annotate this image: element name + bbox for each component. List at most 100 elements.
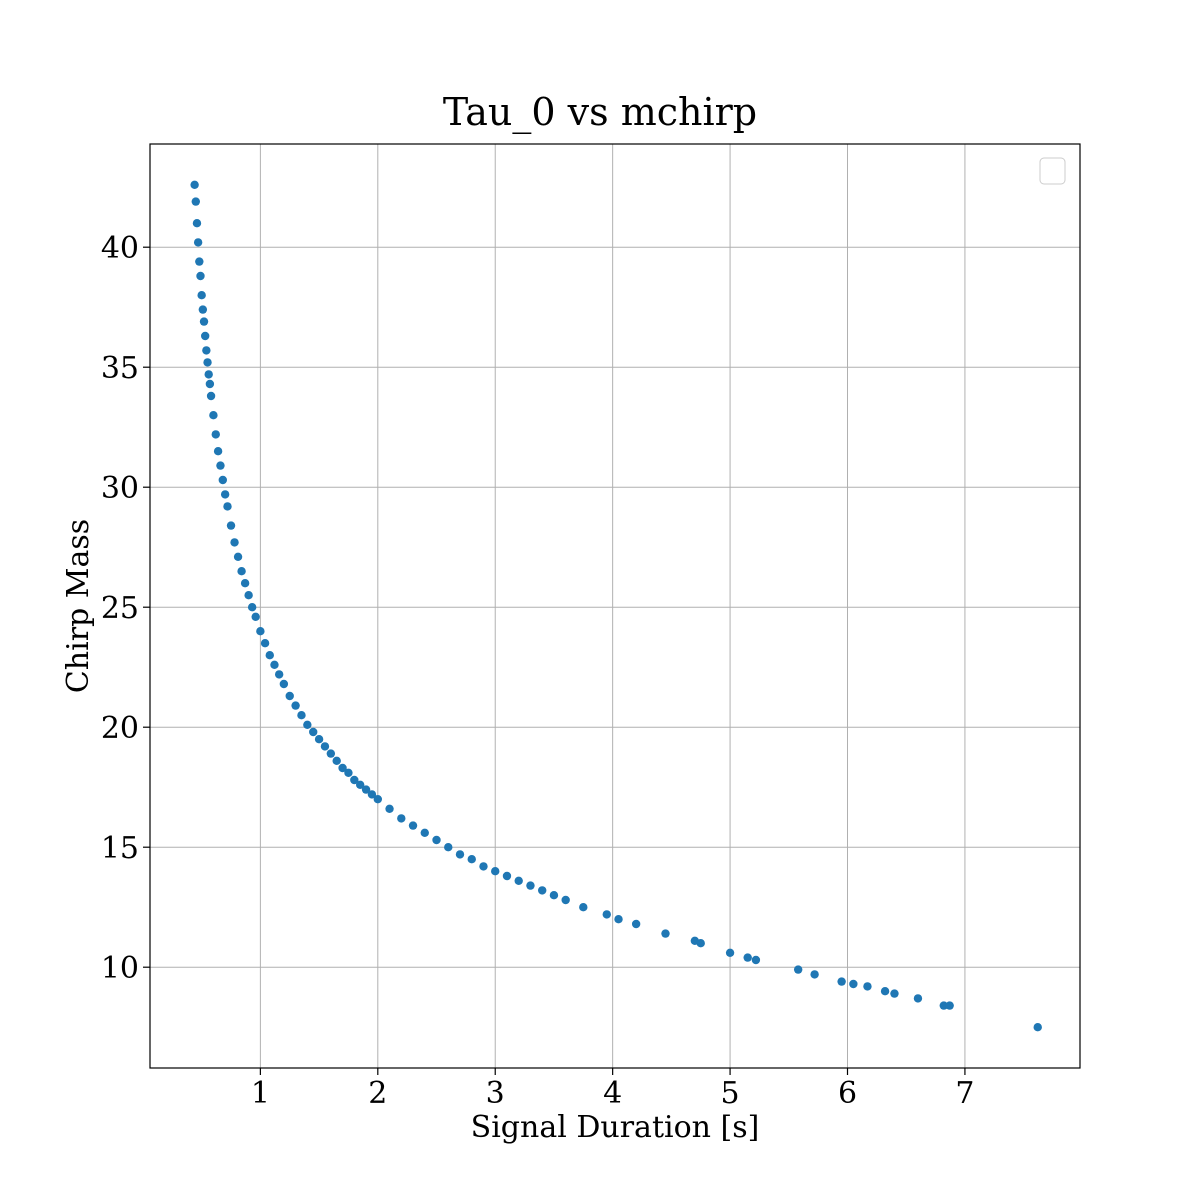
data-point bbox=[751, 955, 761, 965]
data-point bbox=[385, 804, 394, 813]
data-point bbox=[444, 843, 453, 852]
data-point bbox=[890, 989, 899, 998]
data-point bbox=[502, 871, 512, 881]
data-point bbox=[332, 756, 341, 765]
data-point bbox=[467, 855, 476, 864]
chart-title: Tau_0 vs mchirp bbox=[443, 90, 757, 135]
x-tick-label: 5 bbox=[721, 1076, 740, 1111]
x-tick-label: 7 bbox=[955, 1076, 974, 1111]
data-point bbox=[945, 1001, 954, 1010]
data-point bbox=[696, 939, 705, 948]
data-point bbox=[614, 915, 623, 924]
data-point bbox=[203, 358, 212, 367]
data-point bbox=[863, 982, 872, 991]
data-point bbox=[240, 579, 250, 588]
data-point bbox=[291, 701, 300, 710]
data-point bbox=[338, 763, 347, 773]
data-point bbox=[561, 895, 570, 905]
data-point bbox=[196, 271, 205, 281]
data-point bbox=[256, 627, 265, 636]
data-point bbox=[455, 850, 465, 859]
data-point bbox=[579, 903, 588, 912]
data-point bbox=[309, 727, 318, 737]
x-tick-label: 3 bbox=[486, 1076, 505, 1111]
data-point bbox=[191, 197, 200, 206]
data-point bbox=[397, 814, 406, 823]
axis-ticks: 1 2 3 4 5 6 7 10 15 20 25 30 35 40 bbox=[101, 231, 975, 1111]
y-tick-label: 15 bbox=[101, 831, 139, 866]
data-point bbox=[209, 411, 218, 420]
data-point bbox=[320, 742, 330, 751]
data-point bbox=[303, 720, 312, 729]
y-axis-label: Chirp Mass bbox=[61, 519, 96, 693]
data-point bbox=[373, 795, 383, 804]
data-point bbox=[195, 257, 204, 266]
data-point bbox=[408, 821, 418, 830]
data-point bbox=[837, 977, 846, 986]
data-point bbox=[213, 447, 223, 456]
data-point bbox=[285, 691, 294, 701]
data-point bbox=[230, 538, 239, 547]
data-point bbox=[297, 711, 306, 720]
data-point bbox=[793, 965, 803, 974]
data-point bbox=[1033, 1022, 1042, 1032]
data-point bbox=[202, 346, 211, 355]
y-tick-label: 35 bbox=[101, 351, 139, 386]
y-tick-label: 40 bbox=[101, 231, 139, 266]
data-point bbox=[350, 775, 359, 785]
y-tick-label: 10 bbox=[101, 951, 139, 986]
data-point bbox=[205, 379, 215, 389]
data-point bbox=[743, 953, 752, 962]
data-point bbox=[314, 735, 324, 744]
data-point bbox=[193, 238, 203, 247]
data-point bbox=[602, 910, 611, 919]
data-point bbox=[237, 567, 246, 576]
data-point bbox=[432, 835, 441, 845]
data-point bbox=[204, 370, 213, 379]
data-point bbox=[211, 430, 220, 439]
data-point bbox=[526, 881, 535, 890]
data-point bbox=[270, 660, 279, 669]
data-point bbox=[661, 929, 670, 938]
data-point bbox=[226, 521, 236, 530]
data-point bbox=[361, 785, 371, 794]
data-point bbox=[279, 679, 289, 689]
x-tick-label: 1 bbox=[251, 1076, 270, 1111]
data-point bbox=[260, 639, 270, 648]
grid-lines bbox=[150, 144, 1080, 1068]
data-point bbox=[326, 749, 336, 758]
x-tick-label: 6 bbox=[838, 1076, 857, 1111]
data-point bbox=[223, 502, 232, 511]
data-point bbox=[355, 780, 365, 789]
data-point bbox=[913, 994, 923, 1003]
data-point bbox=[810, 970, 819, 979]
data-point bbox=[244, 591, 253, 600]
data-point bbox=[537, 886, 547, 895]
data-point bbox=[274, 670, 284, 679]
data-point bbox=[367, 790, 377, 799]
data-point bbox=[206, 391, 216, 401]
data-point bbox=[549, 891, 559, 900]
data-point bbox=[420, 828, 429, 837]
y-tick-label: 25 bbox=[101, 591, 139, 626]
data-point bbox=[220, 490, 230, 499]
data-point bbox=[514, 876, 523, 885]
y-tick-label: 30 bbox=[101, 471, 139, 506]
plot-frame bbox=[149, 143, 1081, 1069]
y-tick-label: 20 bbox=[101, 711, 139, 746]
data-point bbox=[631, 919, 641, 929]
data-point bbox=[725, 948, 735, 957]
data-point bbox=[199, 317, 209, 326]
data-point bbox=[197, 291, 206, 300]
x-tick-label: 2 bbox=[368, 1076, 387, 1111]
data-point bbox=[218, 475, 228, 485]
data-point bbox=[192, 219, 202, 228]
data-point bbox=[233, 552, 243, 561]
data-point bbox=[265, 651, 274, 660]
data-point bbox=[491, 867, 500, 876]
data-point bbox=[251, 612, 260, 621]
data-points bbox=[190, 180, 1042, 1032]
data-point bbox=[479, 862, 488, 871]
data-point bbox=[216, 461, 225, 470]
